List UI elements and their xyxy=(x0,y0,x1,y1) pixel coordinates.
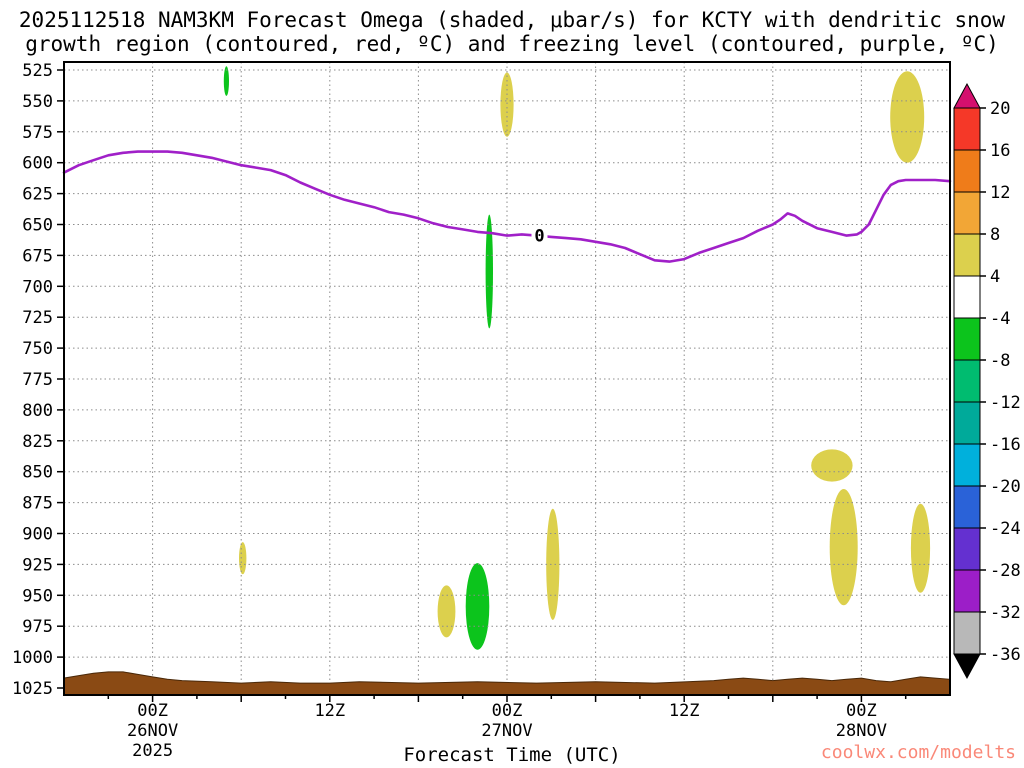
y-tick-label: 1025 xyxy=(12,679,53,699)
colorbar-segment xyxy=(953,569,981,613)
colorbar-segment xyxy=(953,107,981,151)
x-tick-year-label: 2025 xyxy=(132,741,173,761)
y-tick-label: 550 xyxy=(22,92,53,112)
freezing-level-contour-label: 0 xyxy=(534,227,544,247)
colorbar-segment xyxy=(953,149,981,193)
y-tick-label: 975 xyxy=(22,617,53,637)
chart-title-line2: growth region (contoured, red, ºC) and f… xyxy=(25,32,999,56)
y-tick-label: 525 xyxy=(22,61,53,81)
colorbar-segment xyxy=(953,401,981,445)
colorbar-tick-label: -24 xyxy=(990,519,1021,539)
colorbar-segment xyxy=(953,191,981,235)
omega-region-yellow xyxy=(910,503,931,593)
watermark: coolwx.com/modelts xyxy=(821,742,1016,763)
omega-region-yellow xyxy=(546,508,560,620)
x-tick-date-label: 28NOV xyxy=(836,721,887,741)
x-tick-date-label: 27NOV xyxy=(481,721,532,741)
x-axis-title: Forecast Time (UTC) xyxy=(403,744,620,766)
omega-region-yellow xyxy=(890,71,925,163)
colorbar-segment xyxy=(953,527,981,571)
y-tick-label: 800 xyxy=(22,401,53,421)
y-tick-label: 725 xyxy=(22,308,53,328)
colorbar-arrow-down xyxy=(953,653,981,680)
contour-label-mask xyxy=(531,225,548,246)
y-tick-label: 650 xyxy=(22,216,53,236)
x-tick-time-label: 12Z xyxy=(314,701,345,721)
x-tick-time-label: 12Z xyxy=(669,701,700,721)
colorbar-tick-label: -8 xyxy=(990,351,1010,371)
y-tick-label: 825 xyxy=(22,432,53,452)
x-tick-date-label: 26NOV xyxy=(127,721,178,741)
colorbar-tick-label: -20 xyxy=(990,477,1021,497)
colorbar-tick-label: -16 xyxy=(990,435,1021,455)
y-tick-label: 600 xyxy=(22,154,53,174)
omega-region-yellow xyxy=(811,449,853,482)
omega-region-yellow xyxy=(829,488,858,606)
colorbar-segment xyxy=(953,275,981,319)
chart-title-line1: 2025112518 NAM3KM Forecast Omega (shaded… xyxy=(19,8,1006,32)
omega-region-yellow xyxy=(239,542,247,575)
x-tick-time-label: 00Z xyxy=(137,701,168,721)
colorbar-tick-label: 16 xyxy=(990,141,1010,161)
colorbar-tick-label: -12 xyxy=(990,393,1021,413)
y-tick-label: 675 xyxy=(22,246,53,266)
colorbar-segment xyxy=(953,233,981,277)
colorbar-tick-label: 4 xyxy=(990,267,1000,287)
y-tick-label: 900 xyxy=(22,525,53,545)
freezing-level-contour xyxy=(62,150,952,263)
colorbar-tick-label: 8 xyxy=(990,225,1000,245)
colorbar-tick-label: -4 xyxy=(990,309,1010,329)
y-tick-label: 575 xyxy=(22,123,53,143)
colorbar-tick-label: 20 xyxy=(990,99,1010,119)
omega-region-green xyxy=(465,563,490,650)
y-tick-label: 700 xyxy=(22,277,53,297)
y-tick-label: 950 xyxy=(22,586,53,606)
chart-plot-area: 0 525 550 575 600 625 650 675 700 725 750 775 800 825… xyxy=(12,61,1021,761)
omega-region-yellow xyxy=(437,585,456,638)
y-tick-label: 850 xyxy=(22,463,53,483)
x-tick-time-label: 00Z xyxy=(492,701,523,721)
y-tick-label: 775 xyxy=(22,370,53,390)
colorbar-arrow-up xyxy=(953,82,981,109)
y-tick-label: 750 xyxy=(22,339,53,359)
colorbar-tick-label: -32 xyxy=(990,603,1021,623)
terrain-surface xyxy=(63,671,951,696)
omega-region-green xyxy=(223,66,229,96)
colorbar-segment xyxy=(953,317,981,361)
omega-region-yellow xyxy=(500,72,514,137)
colorbar-segment xyxy=(953,485,981,529)
colorbar-tick-label: -28 xyxy=(990,561,1021,581)
omega-region-green xyxy=(485,214,493,329)
y-tick-label: 925 xyxy=(22,555,53,575)
colorbar-segment xyxy=(953,443,981,487)
y-tick-label: 875 xyxy=(22,494,53,514)
colorbar-segment xyxy=(953,611,981,655)
y-tick-label: 625 xyxy=(22,185,53,205)
x-tick-time-label: 00Z xyxy=(846,701,877,721)
y-tick-label: 1000 xyxy=(12,648,53,668)
colorbar-tick-label: 12 xyxy=(990,183,1010,203)
colorbar-tick-label: -36 xyxy=(990,645,1021,665)
colorbar-segment xyxy=(953,359,981,403)
